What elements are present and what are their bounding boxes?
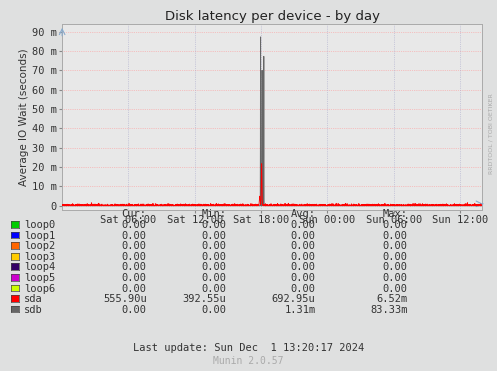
Text: 692.95u: 692.95u (272, 294, 316, 304)
Text: RRDTOOL / TOBI OETIKER: RRDTOOL / TOBI OETIKER (489, 93, 494, 174)
Text: 0.00: 0.00 (201, 305, 226, 315)
Text: 555.90u: 555.90u (103, 294, 147, 304)
Text: 0.00: 0.00 (383, 220, 408, 230)
Text: sda: sda (24, 294, 43, 304)
Text: 0.00: 0.00 (122, 263, 147, 272)
Text: Cur:: Cur: (122, 209, 147, 219)
Text: 0.00: 0.00 (383, 284, 408, 293)
Text: 0.00: 0.00 (291, 263, 316, 272)
Text: Min:: Min: (201, 209, 226, 219)
Text: loop4: loop4 (24, 263, 55, 272)
Text: Avg:: Avg: (291, 209, 316, 219)
Text: 0.00: 0.00 (122, 252, 147, 262)
Text: 0.00: 0.00 (383, 263, 408, 272)
Text: 0.00: 0.00 (201, 284, 226, 293)
Text: 0.00: 0.00 (122, 220, 147, 230)
Text: 0.00: 0.00 (291, 284, 316, 293)
Text: Munin 2.0.57: Munin 2.0.57 (213, 356, 284, 366)
Text: 0.00: 0.00 (122, 284, 147, 293)
Text: 0.00: 0.00 (201, 263, 226, 272)
Text: 0.00: 0.00 (122, 305, 147, 315)
Text: loop0: loop0 (24, 220, 55, 230)
Text: 0.00: 0.00 (291, 231, 316, 241)
Text: sdb: sdb (24, 305, 43, 315)
Text: loop5: loop5 (24, 273, 55, 283)
Text: Max:: Max: (383, 209, 408, 219)
Text: loop6: loop6 (24, 284, 55, 293)
Text: 0.00: 0.00 (383, 273, 408, 283)
Text: loop3: loop3 (24, 252, 55, 262)
Text: 392.55u: 392.55u (182, 294, 226, 304)
Text: 6.52m: 6.52m (376, 294, 408, 304)
Text: Last update: Sun Dec  1 13:20:17 2024: Last update: Sun Dec 1 13:20:17 2024 (133, 343, 364, 353)
Text: 0.00: 0.00 (122, 273, 147, 283)
Text: 0.00: 0.00 (383, 252, 408, 262)
Y-axis label: Average IO Wait (seconds): Average IO Wait (seconds) (19, 48, 29, 186)
Text: 0.00: 0.00 (201, 220, 226, 230)
Text: 0.00: 0.00 (291, 273, 316, 283)
Text: loop2: loop2 (24, 242, 55, 251)
Text: 0.00: 0.00 (201, 252, 226, 262)
Text: loop1: loop1 (24, 231, 55, 241)
Text: 0.00: 0.00 (291, 220, 316, 230)
Text: 83.33m: 83.33m (370, 305, 408, 315)
Text: 0.00: 0.00 (122, 242, 147, 251)
Text: 0.00: 0.00 (291, 242, 316, 251)
Text: 0.00: 0.00 (383, 242, 408, 251)
Text: 0.00: 0.00 (201, 273, 226, 283)
Text: 0.00: 0.00 (383, 231, 408, 241)
Text: 0.00: 0.00 (201, 231, 226, 241)
Text: 0.00: 0.00 (122, 231, 147, 241)
Text: 0.00: 0.00 (201, 242, 226, 251)
Text: 1.31m: 1.31m (284, 305, 316, 315)
Title: Disk latency per device - by day: Disk latency per device - by day (165, 10, 380, 23)
Text: 0.00: 0.00 (291, 252, 316, 262)
